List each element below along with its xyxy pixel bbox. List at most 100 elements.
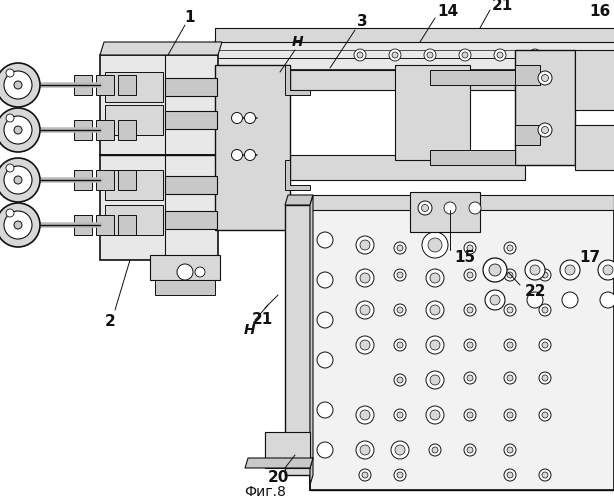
Text: 15: 15	[454, 250, 476, 266]
Circle shape	[542, 342, 548, 348]
Bar	[105, 170, 163, 200]
Polygon shape	[100, 42, 222, 55]
Circle shape	[6, 209, 14, 217]
Circle shape	[467, 272, 473, 278]
Circle shape	[539, 372, 551, 384]
Circle shape	[394, 269, 406, 281]
Circle shape	[389, 49, 401, 61]
Circle shape	[530, 265, 540, 275]
Circle shape	[459, 49, 471, 61]
Bar	[118, 170, 136, 190]
Circle shape	[0, 63, 40, 107]
Circle shape	[356, 269, 374, 287]
Circle shape	[464, 304, 476, 316]
Circle shape	[507, 307, 513, 313]
Circle shape	[394, 339, 406, 351]
Circle shape	[464, 339, 476, 351]
Circle shape	[6, 114, 14, 122]
Text: 20: 20	[267, 470, 289, 484]
Polygon shape	[285, 160, 310, 190]
Bar	[74, 170, 92, 190]
Circle shape	[177, 264, 193, 280]
Circle shape	[494, 49, 506, 61]
Circle shape	[430, 305, 440, 315]
Polygon shape	[265, 432, 310, 468]
Bar	[105, 205, 163, 235]
Bar	[96, 75, 114, 95]
Circle shape	[464, 444, 476, 456]
Bar	[105, 72, 163, 102]
Circle shape	[444, 202, 456, 214]
Circle shape	[600, 292, 614, 308]
Circle shape	[14, 81, 22, 89]
Text: 1: 1	[185, 10, 195, 26]
Bar	[395, 65, 470, 160]
Circle shape	[467, 307, 473, 313]
Circle shape	[462, 52, 468, 58]
Circle shape	[507, 472, 513, 478]
Polygon shape	[285, 195, 313, 205]
Text: 22: 22	[524, 284, 546, 300]
Circle shape	[428, 238, 442, 252]
Bar	[575, 50, 614, 110]
Circle shape	[426, 406, 444, 424]
Circle shape	[507, 245, 513, 251]
Circle shape	[485, 290, 505, 310]
Bar	[410, 192, 480, 232]
Bar	[215, 155, 525, 180]
Circle shape	[525, 260, 545, 280]
Bar	[165, 78, 217, 96]
Circle shape	[542, 375, 548, 381]
Circle shape	[4, 211, 32, 239]
Circle shape	[429, 444, 441, 456]
Circle shape	[231, 112, 243, 124]
Circle shape	[467, 412, 473, 418]
Text: 14: 14	[437, 4, 459, 20]
Circle shape	[539, 304, 551, 316]
Circle shape	[504, 409, 516, 421]
Circle shape	[426, 371, 444, 389]
Circle shape	[356, 236, 374, 254]
Bar	[100, 155, 218, 260]
Circle shape	[4, 116, 32, 144]
Circle shape	[354, 49, 366, 61]
Circle shape	[195, 267, 205, 277]
Bar	[575, 125, 614, 170]
Bar	[215, 42, 614, 70]
Circle shape	[317, 272, 333, 288]
Text: 17: 17	[580, 250, 600, 266]
Circle shape	[0, 203, 40, 247]
Circle shape	[464, 269, 476, 281]
Circle shape	[507, 412, 513, 418]
Bar	[74, 75, 92, 95]
Circle shape	[0, 108, 40, 152]
Circle shape	[430, 273, 440, 283]
Circle shape	[542, 272, 548, 278]
Circle shape	[394, 242, 406, 254]
Bar	[165, 111, 217, 129]
Circle shape	[360, 305, 370, 315]
Polygon shape	[430, 70, 515, 85]
Bar	[96, 215, 114, 235]
Circle shape	[542, 472, 548, 478]
Circle shape	[464, 372, 476, 384]
Bar	[155, 280, 215, 295]
Circle shape	[359, 469, 371, 481]
Circle shape	[14, 176, 22, 184]
Circle shape	[539, 469, 551, 481]
Circle shape	[542, 412, 548, 418]
Circle shape	[507, 272, 513, 278]
Circle shape	[507, 342, 513, 348]
Circle shape	[539, 409, 551, 421]
Circle shape	[467, 342, 473, 348]
Circle shape	[317, 352, 333, 368]
Circle shape	[483, 258, 507, 282]
Circle shape	[244, 112, 255, 124]
Circle shape	[422, 232, 448, 258]
Circle shape	[397, 472, 403, 478]
Circle shape	[14, 221, 22, 229]
Circle shape	[4, 71, 32, 99]
Circle shape	[397, 272, 403, 278]
Bar	[118, 75, 136, 95]
Text: Фиг.8: Фиг.8	[244, 485, 286, 499]
